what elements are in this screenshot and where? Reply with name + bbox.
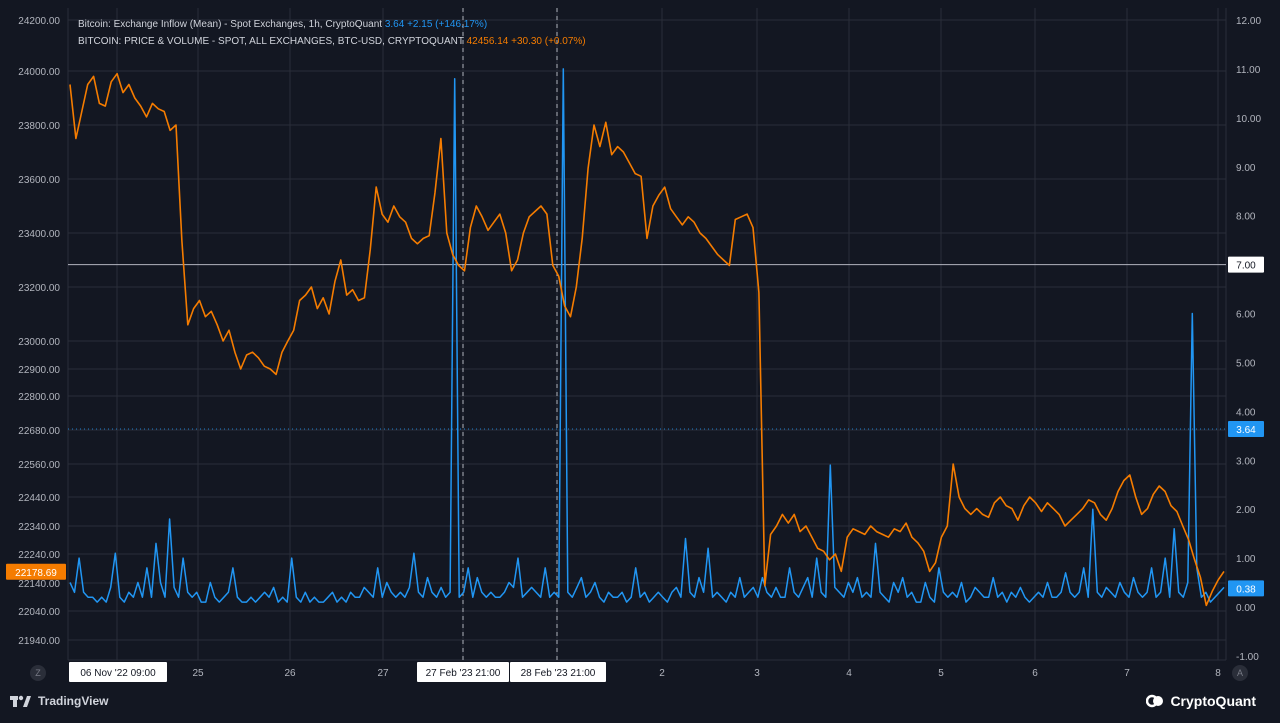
x-axis-label: 27 <box>377 668 389 679</box>
right-axis-tick: 8.00 <box>1236 212 1256 223</box>
inflow-value-label-box <box>1228 420 1264 437</box>
left-axis-tick: 22140.00 <box>18 579 60 590</box>
legend-label-price: BITCOIN: PRICE & VOLUME - SPOT, ALL EXCH… <box>78 36 464 47</box>
left-axis-tick: 22340.00 <box>18 522 60 533</box>
right-axis-tick: 11.00 <box>1236 65 1261 76</box>
left-axis-tick: 24000.00 <box>18 67 60 78</box>
right-axis-tick: 3.00 <box>1236 456 1256 467</box>
last-inflow-label-box <box>1228 580 1264 597</box>
cryptoquant-text: CryptoQuant <box>1170 693 1256 709</box>
series-line-price <box>69 72 1225 607</box>
right-axis-tick: 1.00 <box>1236 554 1256 565</box>
x-axis-label: 6 <box>1032 668 1038 679</box>
x-axis-label-start: 06 Nov '22 09:00 <box>80 668 156 679</box>
right-axis-tick: 4.00 <box>1236 407 1256 418</box>
tradingview-logo[interactable]: TradingView <box>10 694 108 708</box>
x-axis-label: 26 <box>284 668 296 679</box>
x-axis-label-marker-box <box>417 662 509 682</box>
right-axis-tick: -1.00 <box>1236 652 1259 663</box>
right-axis-tick: 2.00 <box>1236 505 1256 516</box>
x-axis-label: 25 <box>192 668 204 679</box>
left-axis-tick: 22900.00 <box>18 365 60 376</box>
left-axis-tick: 23200.00 <box>18 283 60 294</box>
left-axis-tick: 22040.00 <box>18 607 60 618</box>
legend-value-price: 42456.14 <box>466 36 509 47</box>
legend-change-inflow: +2.15 (+146.17%) <box>407 19 488 30</box>
legend-row-price[interactable]: BITCOIN: PRICE & VOLUME - SPOT, ALL EXCH… <box>78 33 586 50</box>
left-axis-tick: 22800.00 <box>18 392 60 403</box>
left-axis-tick: 21940.00 <box>18 636 60 647</box>
left-axis-tick: 24200.00 <box>18 16 60 27</box>
x-axis-label: 8 <box>1215 668 1221 679</box>
price-value-label: 22178.69 <box>15 568 57 579</box>
x-axis-label: 3 <box>754 668 760 679</box>
price-value-label-box <box>6 563 66 580</box>
right-axis-tick: 5.00 <box>1236 358 1256 369</box>
x-axis-label: 4 <box>846 668 852 679</box>
legend-label-inflow: Bitcoin: Exchange Inflow (Mean) - Spot E… <box>78 19 383 30</box>
left-axis-tick: 22240.00 <box>18 550 60 561</box>
left-axis-tick: 22440.00 <box>18 493 60 504</box>
tradingview-text: TradingView <box>38 694 109 708</box>
right-axis-tick: 9.00 <box>1236 163 1256 174</box>
left-axis-tick: 22560.00 <box>18 460 60 471</box>
cryptoquant-logo[interactable]: CryptoQuant <box>1146 693 1256 709</box>
left-axis-tick: 23600.00 <box>18 175 60 186</box>
left-axis-tick: 22680.00 <box>18 426 60 437</box>
x-axis-label: 2 <box>659 668 665 679</box>
legend-row-inflow[interactable]: Bitcoin: Exchange Inflow (Mean) - Spot E… <box>78 16 586 33</box>
crosshair-value-label: 7.00 <box>1236 261 1256 272</box>
right-axis-tick: 10.00 <box>1236 114 1261 125</box>
x-axis-label-marker: 27 Feb '23 21:00 <box>426 668 501 679</box>
cryptoquant-icon <box>1146 694 1164 708</box>
legend-value-inflow: 3.64 <box>384 19 405 30</box>
x-axis-label-start-box <box>69 662 167 682</box>
timezone-button[interactable]: Z <box>30 665 46 681</box>
left-axis-tick: 23000.00 <box>18 337 60 348</box>
auto-scale-button[interactable]: A <box>1232 665 1248 681</box>
left-axis-tick: 23800.00 <box>18 121 60 132</box>
right-axis-tick: 12.00 <box>1236 16 1261 27</box>
right-axis-tick: 6.00 <box>1236 310 1256 321</box>
inflow-value-label: 3.64 <box>1236 425 1256 436</box>
tradingview-icon <box>10 695 31 707</box>
x-axis-label: 5 <box>938 668 944 679</box>
right-axis-tick: 0.00 <box>1236 603 1256 614</box>
x-axis-label-marker: 28 Feb '23 21:00 <box>521 668 596 679</box>
crosshair-value-label-box <box>1228 256 1264 273</box>
chart-legend: Bitcoin: Exchange Inflow (Mean) - Spot E… <box>78 16 586 50</box>
last-inflow-label: 0.38 <box>1236 584 1256 595</box>
x-axis-label-marker-box <box>510 662 606 682</box>
series-line-inflow <box>69 68 1225 603</box>
x-axis-label: 7 <box>1124 668 1130 679</box>
footer-bar: TradingView CryptoQuant <box>0 686 1280 718</box>
left-axis-tick: 23400.00 <box>18 229 60 240</box>
legend-change-price: +30.30 (+0.07%) <box>511 36 586 47</box>
